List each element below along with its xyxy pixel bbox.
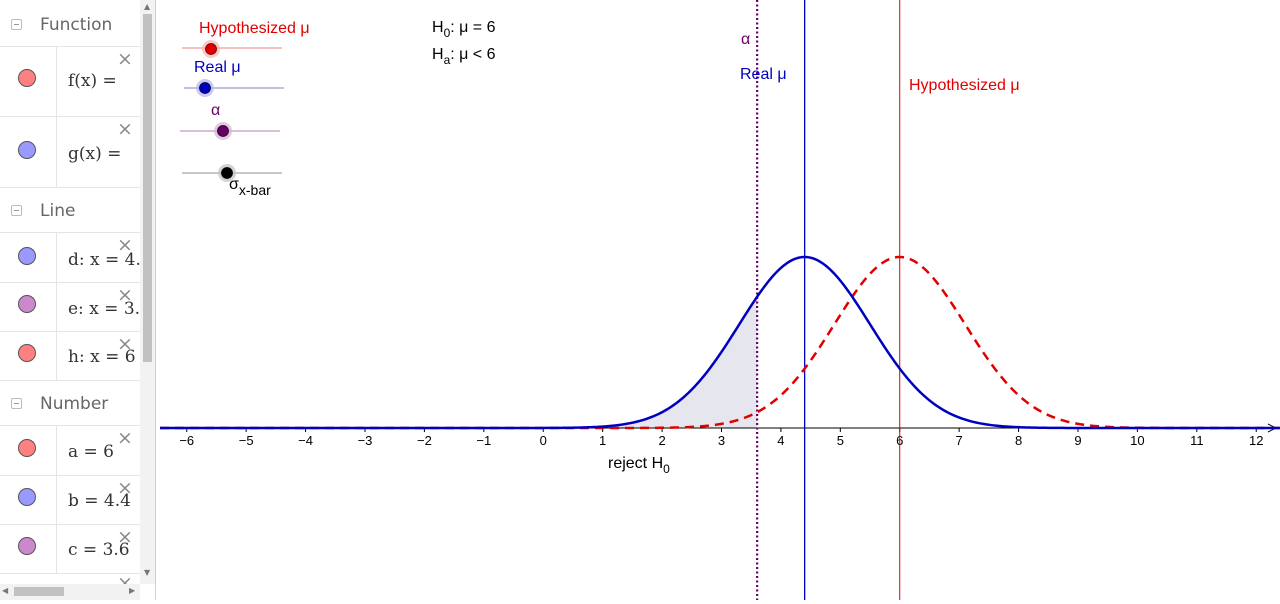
visibility-toggle-icon[interactable] xyxy=(18,488,36,506)
x-tick-label: −5 xyxy=(239,433,254,448)
slider-handle[interactable] xyxy=(199,82,211,94)
algebra-row-g[interactable]: g(x) = × xyxy=(0,117,140,188)
category-label: Line xyxy=(40,201,76,221)
x-tick-label: −3 xyxy=(358,433,373,448)
curve-g-real[interactable] xyxy=(160,255,1280,430)
x-tick-label: 5 xyxy=(837,433,844,448)
x-tick-label: 11 xyxy=(1190,433,1204,448)
definition-h[interactable]: h: x = 6 xyxy=(68,347,136,367)
collapse-icon[interactable] xyxy=(11,19,22,30)
slider-hypothesized-mu[interactable]: Hypothesized μ xyxy=(182,20,310,58)
visibility-toggle-icon[interactable] xyxy=(18,295,36,313)
x-tick-label: −6 xyxy=(179,433,194,448)
reject-h0-label: reject H0 xyxy=(608,455,670,476)
x-tick-label: 10 xyxy=(1130,433,1144,448)
close-icon[interactable]: × xyxy=(117,118,133,140)
x-axis-ticks: −6−5−4−3−2−10123456789101112 xyxy=(179,428,1263,448)
slider-handle[interactable] xyxy=(221,167,233,179)
slider-sigma-xbar[interactable]: σx-bar xyxy=(182,164,282,198)
graphics-canvas[interactable]: −6−5−4−3−2−10123456789101112 α Real μ Hy… xyxy=(160,0,1280,600)
x-tick-label: 3 xyxy=(718,433,725,448)
definition-a[interactable]: a = 6 xyxy=(68,442,115,462)
definition-c[interactable]: c = 3.6 xyxy=(68,540,130,560)
x-tick-label: 4 xyxy=(777,433,784,448)
algebra-row-c[interactable]: c = 3.6 × xyxy=(0,525,140,574)
x-tick-label: −1 xyxy=(476,433,491,448)
slider-label: Hypothesized μ xyxy=(199,20,310,37)
definition-e[interactable]: e: x = 3.6 xyxy=(68,299,140,319)
category-label: Function xyxy=(40,15,113,35)
visibility-toggle-icon[interactable] xyxy=(18,69,36,87)
visibility-toggle-icon[interactable] xyxy=(18,439,36,457)
algebra-row-b[interactable]: b = 4.4 × xyxy=(0,476,140,525)
alternative-hypothesis: Ha: μ < 6 xyxy=(432,46,496,67)
hypothesized-mu-line-label: Hypothesized μ xyxy=(909,77,1020,94)
algebra-row-a[interactable]: a = 6 × xyxy=(0,426,140,476)
definition-g[interactable]: g(x) = xyxy=(68,144,122,164)
scroll-thumb[interactable] xyxy=(143,14,152,362)
rejection-region xyxy=(160,296,758,428)
null-hypothesis: H0: μ = 6 xyxy=(432,19,496,40)
real-mu-line-label: Real μ xyxy=(740,66,787,83)
graphics-view[interactable]: −6−5−4−3−2−10123456789101112 α Real μ Hy… xyxy=(160,0,1280,600)
x-tick-label: −2 xyxy=(417,433,432,448)
slider-label: σx-bar xyxy=(229,176,271,198)
algebra-row-e[interactable]: e: x = 3.6 × xyxy=(0,283,140,332)
x-tick-label: 2 xyxy=(658,433,665,448)
definition-f[interactable]: f(x) = xyxy=(68,71,117,91)
slider-alpha[interactable]: α xyxy=(180,102,280,140)
x-tick-label: 0 xyxy=(540,433,547,448)
x-tick-label: 1 xyxy=(599,433,606,448)
vertical-scrollbar[interactable]: ▲ ▼ xyxy=(140,0,155,584)
close-icon[interactable]: × xyxy=(117,333,133,355)
category-function[interactable]: Function xyxy=(0,2,140,47)
close-icon[interactable]: × xyxy=(117,234,133,256)
scroll-up-icon[interactable]: ▲ xyxy=(144,2,151,11)
visibility-toggle-icon[interactable] xyxy=(18,537,36,555)
category-number[interactable]: Number xyxy=(0,381,140,426)
x-tick-label: 12 xyxy=(1249,433,1263,448)
visibility-toggle-icon[interactable] xyxy=(18,247,36,265)
slider-label: α xyxy=(211,102,220,119)
algebra-view: Function f(x) = × g(x) = × Line d: x = 4… xyxy=(0,0,156,600)
collapse-icon[interactable] xyxy=(11,398,22,409)
close-icon[interactable]: × xyxy=(117,427,133,449)
collapse-icon[interactable] xyxy=(11,205,22,216)
algebra-row-f[interactable]: f(x) = × xyxy=(0,47,140,117)
close-icon[interactable]: × xyxy=(117,284,133,306)
slider-handle[interactable] xyxy=(217,125,229,137)
horizontal-scrollbar[interactable]: ◀ ▶ xyxy=(0,584,140,600)
alpha-line-label: α xyxy=(741,31,750,48)
visibility-toggle-icon[interactable] xyxy=(18,141,36,159)
scroll-right-icon[interactable]: ▶ xyxy=(129,586,136,595)
close-icon[interactable]: × xyxy=(117,48,133,70)
x-tick-label: 8 xyxy=(1015,433,1022,448)
x-tick-label: −4 xyxy=(298,433,313,448)
algebra-row-partial: × xyxy=(0,574,140,593)
close-icon[interactable]: × xyxy=(117,477,133,499)
definition-d[interactable]: d: x = 4.4 xyxy=(68,250,140,270)
definition-b[interactable]: b = 4.4 xyxy=(68,491,131,511)
algebra-row-h[interactable]: h: x = 6 × xyxy=(0,332,140,381)
slider-handle[interactable] xyxy=(205,43,217,55)
slider-label: Real μ xyxy=(194,59,241,76)
slider-real-mu[interactable]: Real μ xyxy=(184,59,284,97)
close-icon[interactable]: × xyxy=(117,526,133,548)
x-tick-label: 7 xyxy=(956,433,963,448)
x-tick-label: 9 xyxy=(1074,433,1081,448)
visibility-toggle-icon[interactable] xyxy=(18,344,36,362)
category-line[interactable]: Line xyxy=(0,188,140,233)
scroll-down-icon[interactable]: ▼ xyxy=(144,568,151,577)
algebra-row-d[interactable]: d: x = 4.4 × xyxy=(0,233,140,283)
scroll-thumb[interactable] xyxy=(14,587,64,596)
category-label: Number xyxy=(40,394,109,414)
scroll-left-icon[interactable]: ◀ xyxy=(2,586,9,595)
